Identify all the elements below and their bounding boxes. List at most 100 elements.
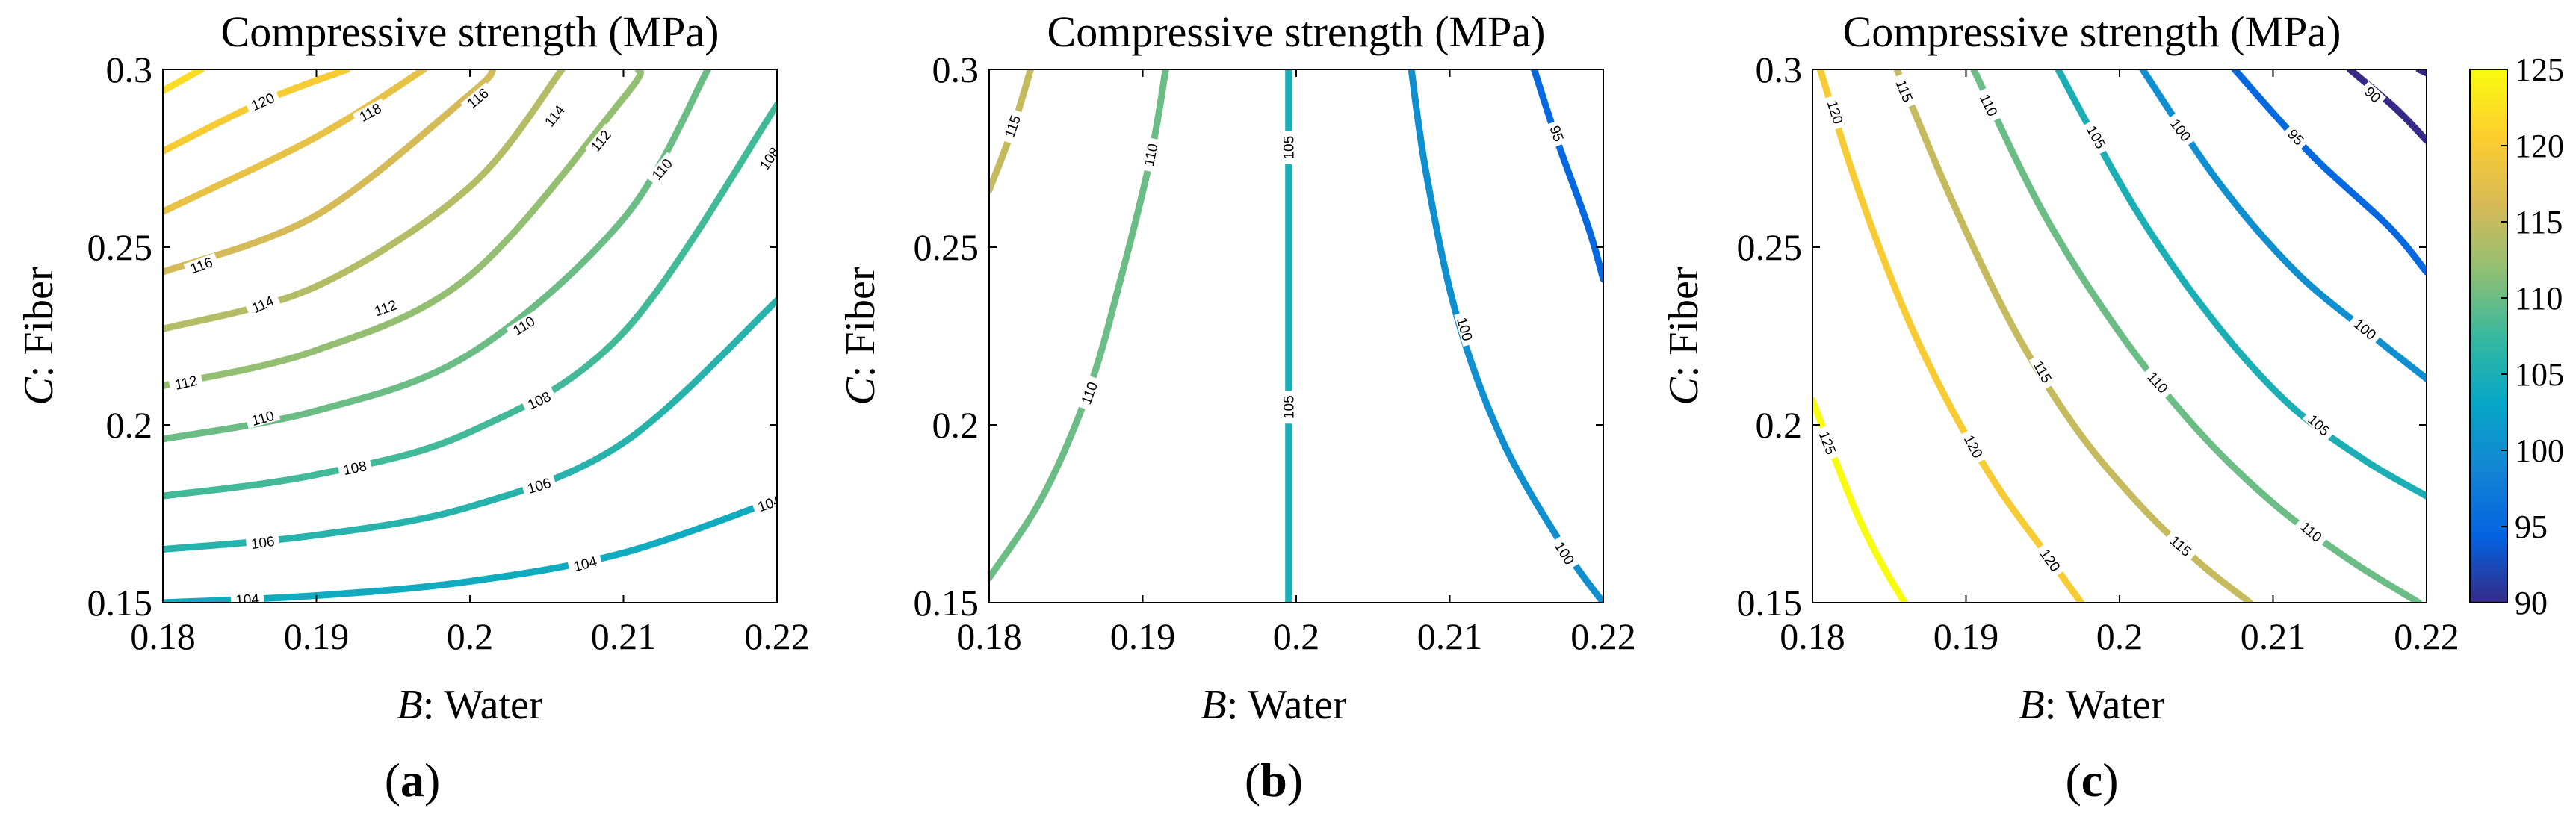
panel-c-ylabel: C: Fiber [1661, 267, 1707, 405]
contour-label-gap [245, 533, 280, 552]
colorbar-gradient [2469, 69, 2508, 603]
contour-label-gap [567, 553, 603, 574]
xtick-label: 0.2 [2096, 615, 2143, 657]
contour-label-gap [1824, 94, 1848, 130]
contour-c-95 [2231, 69, 2427, 276]
ytick-label: 0.3 [1756, 49, 1803, 90]
xtick-label: 0.19 [1110, 615, 1176, 657]
contour-c-90 [2346, 69, 2427, 144]
contour-a-108 [163, 102, 777, 500]
contour-label-gap [1454, 311, 1476, 347]
contour-label-b-110: 110 [1077, 375, 1101, 411]
colorbar-tick-label: 125 [2515, 52, 2564, 88]
contour-label-gap [2302, 409, 2336, 441]
contour-label-gap [1546, 119, 1568, 147]
panel-b-ylabel: C: Fiber [837, 267, 884, 405]
xtick-label: 0.21 [1417, 615, 1483, 657]
contour-label-gap [183, 252, 220, 277]
contour-label-gap [2164, 529, 2198, 562]
contour-a-112 [163, 69, 644, 390]
contour-label-gap [2294, 515, 2329, 547]
xtick-label: 0.22 [744, 615, 810, 657]
contour-label-gap [751, 491, 777, 515]
contour-label-gap [168, 372, 204, 393]
colorbar-tick-label: 100 [2515, 432, 2564, 469]
contour-b-95 [1531, 69, 1603, 283]
colorbar-tick-label: 120 [2515, 128, 2564, 164]
panel-b-ticks: 0.18 0.19 0.2 0.21 0.22 0.15 0.2 0.25 0.3 [914, 49, 1636, 657]
panel-b-plot-area [989, 69, 1603, 603]
panel-a-ylabel: C: Fiber [16, 267, 62, 405]
panel-a-label: (a) [385, 754, 441, 807]
contour-label-gap [506, 311, 542, 340]
contour-label-b-105: 105 [1281, 391, 1298, 424]
ytick-label: 0.2 [932, 404, 979, 446]
contour-label-b-105: 105 [1281, 131, 1298, 164]
contour-label-a-114: 114 [539, 99, 570, 133]
colorbar-tick-label: 115 [2515, 204, 2563, 240]
contour-label-b-95: 95 [1546, 119, 1568, 147]
contour-a-122 [163, 69, 205, 95]
colorbar-tick-label: 95 [2515, 509, 2548, 545]
contour-label-gap [521, 473, 557, 497]
contour-label-a-104: 104 [230, 591, 264, 609]
colorbar-tick-label: 90 [2515, 585, 2548, 621]
xtick-label: 0.18 [130, 615, 196, 657]
colorbar-tick-label: 110 [2515, 280, 2563, 317]
panel-b-xlabel: B: Water [1201, 682, 1346, 728]
contour-label-gap [1281, 391, 1295, 424]
xtick-label: 0.18 [956, 615, 1022, 657]
xtick-label: 0.22 [1570, 615, 1636, 657]
contour-label-gap [2348, 313, 2383, 345]
contour-label-text: 105 [1282, 395, 1298, 419]
contour-label-gap [1892, 72, 1918, 109]
contour-label-gap [368, 296, 403, 320]
contour-label-gap [1550, 535, 1579, 571]
contour-label-a-112: 112 [368, 296, 403, 320]
contour-label-text: 105 [1282, 136, 1298, 160]
contour-label-gap [2165, 112, 2196, 147]
contour-label-gap [1975, 87, 2003, 123]
ytick-label: 0.3 [932, 49, 979, 90]
xtick-label: 0.2 [447, 615, 494, 657]
contour-label-gap [460, 82, 495, 114]
ytick-label: 0.2 [106, 404, 153, 446]
panel-c-ticks: 0.18 0.19 0.2 0.21 0.22 0.15 0.2 0.25 0.3 [1737, 49, 2459, 657]
colorbar-tick-label: 105 [2515, 356, 2564, 393]
contour-label-text: 104 [235, 591, 261, 609]
colorbar-ticks: 90 95 100 105 110 115 120 125 [2501, 52, 2564, 621]
panel-c-title: Compressive strength (MPa) [1843, 7, 2341, 56]
panel-b-title: Compressive strength (MPa) [1047, 7, 1546, 56]
ytick-label: 0.25 [914, 226, 979, 268]
xtick-label: 0.22 [2394, 615, 2459, 657]
contour-label-a-106: 106 [245, 533, 280, 553]
contour-label-gap [2082, 119, 2111, 155]
ytick-label: 0.3 [106, 49, 153, 90]
contour-c-110 [1970, 69, 2423, 603]
panel-a-title: Compressive strength (MPa) [221, 7, 719, 56]
contour-label-gap [244, 88, 281, 114]
contour-a-114 [163, 69, 566, 332]
contour-label-gap [539, 99, 570, 133]
panel-a-contours: 1041041041061061081081081101101101121121… [163, 69, 777, 609]
contour-label-gap [244, 406, 281, 429]
contour-label-gap [2141, 365, 2174, 400]
contour-label-c-100: 100 [2348, 313, 2383, 345]
contour-label-gap [2028, 353, 2057, 390]
colorbar: 90 95 100 105 110 115 120 125 [2469, 52, 2564, 621]
panel-c-xlabel: B: Water [2019, 682, 2164, 728]
contour-a-118 [163, 69, 427, 215]
contour-label-gap [1140, 137, 1161, 173]
contour-label-gap [2359, 81, 2386, 108]
ytick-label: 0.2 [1756, 404, 1803, 446]
contour-label-gap [1000, 108, 1024, 144]
panel-c-contours: 1251201201201151151151101101101051051001… [1812, 69, 2427, 603]
contour-label-gap [1077, 375, 1101, 411]
panel-b-label: (b) [1245, 754, 1303, 807]
panel-a-plot-area [163, 69, 777, 603]
ytick-label: 0.15 [914, 582, 979, 624]
xtick-label: 0.19 [284, 615, 350, 657]
contour-label-gap [1960, 428, 1988, 465]
